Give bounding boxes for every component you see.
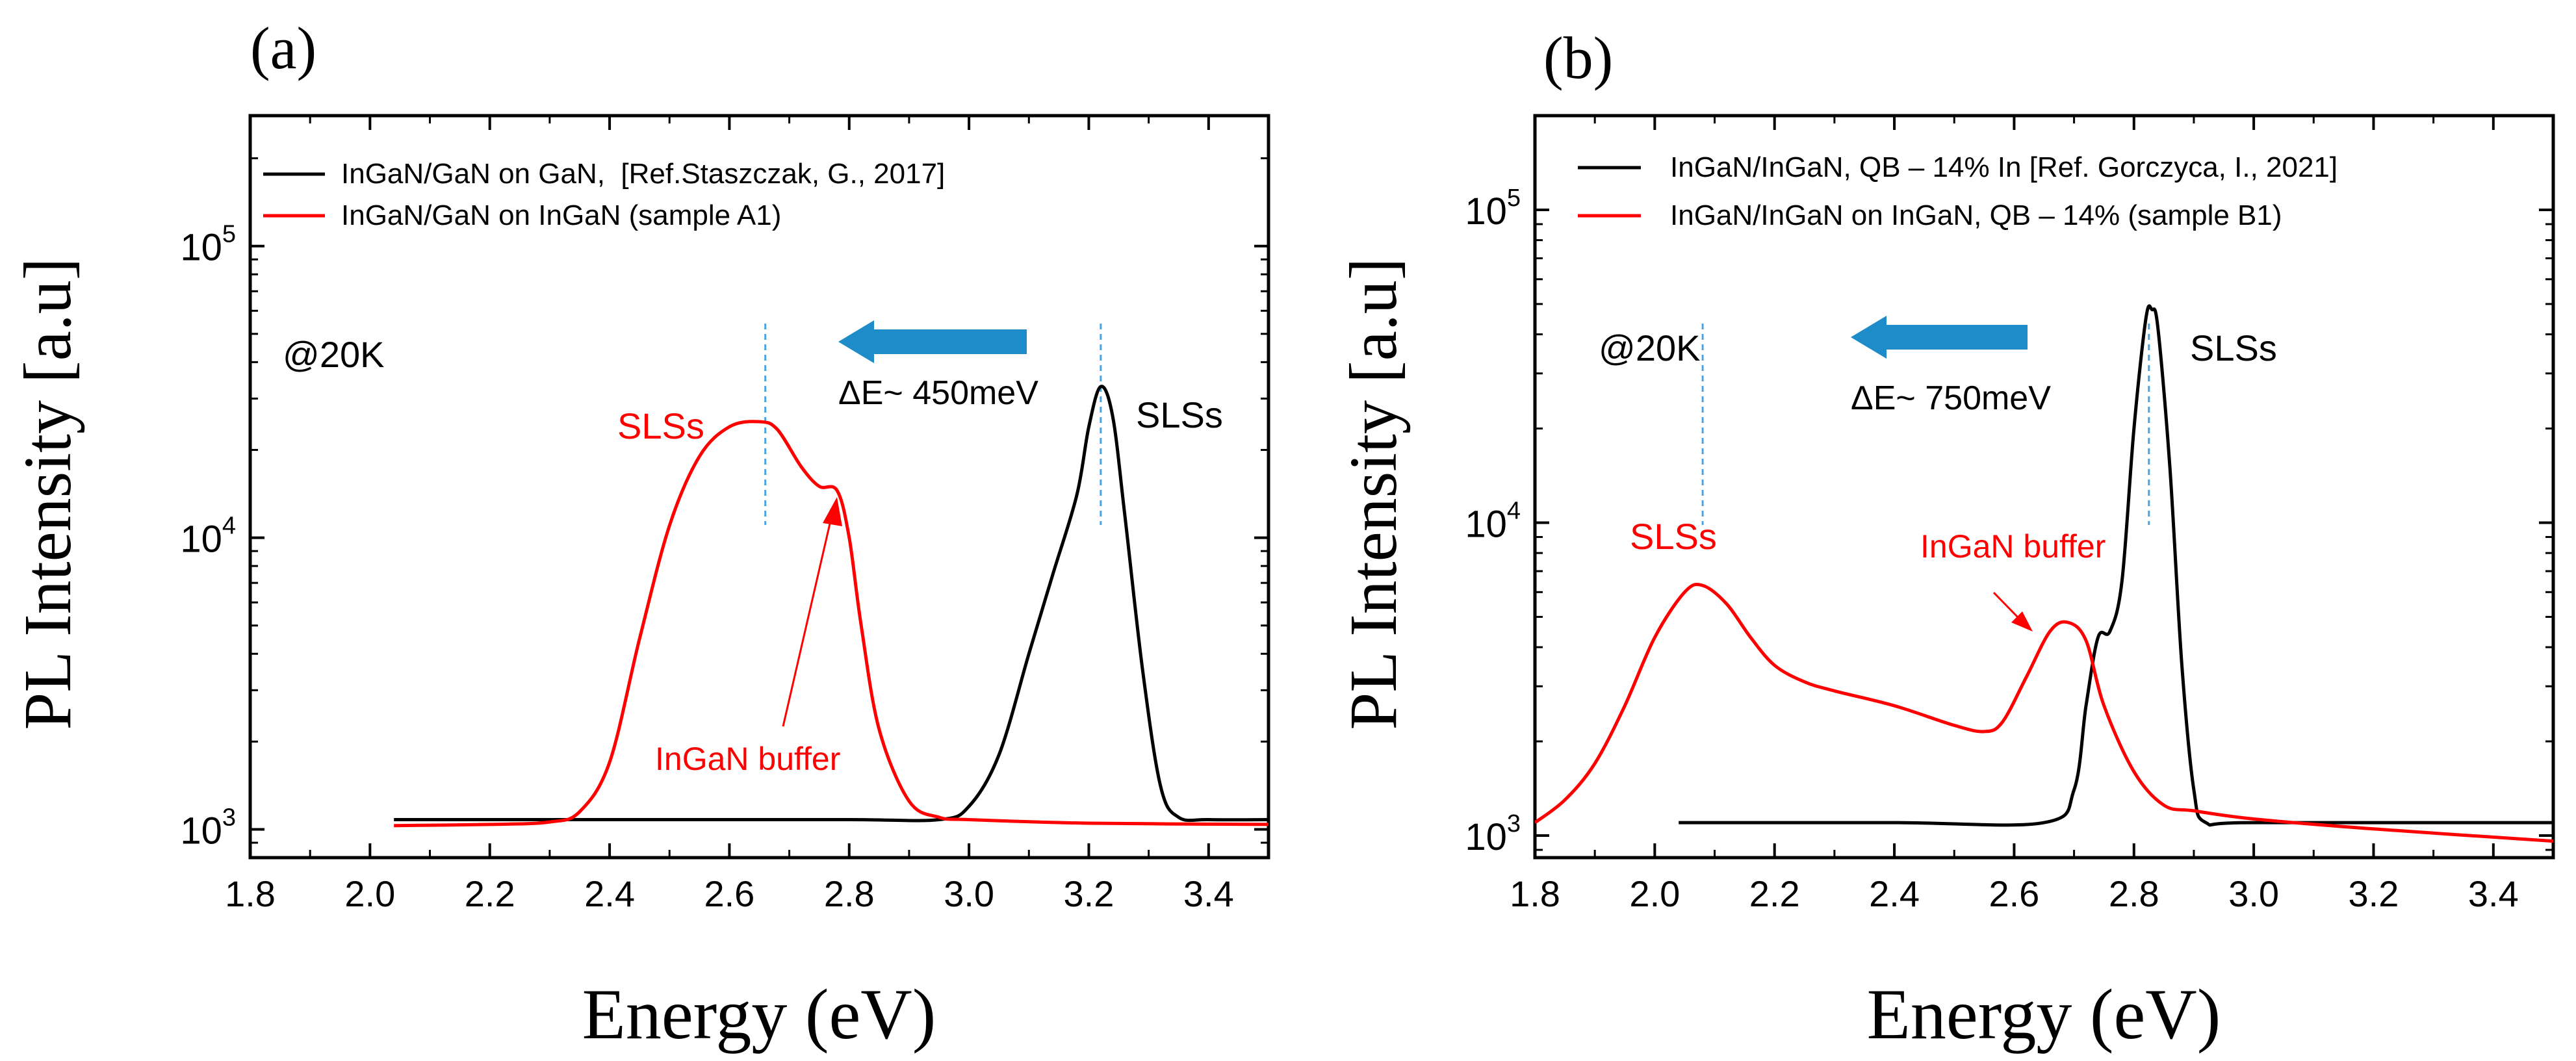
x-tick-label-a: 2.2 bbox=[465, 873, 515, 914]
chart-panel-a: (a) 1.8 2.0 2.2 2.4 2.6 2.8 3.0 3.2 3.4 103 104 105… bbox=[10, 15, 1270, 1054]
x-axis-title-b: Energy (eV) bbox=[1867, 975, 2221, 1054]
panel-label-b: (b) bbox=[1543, 25, 1613, 91]
delta-e-label-b: ΔE~ 750meV bbox=[1851, 379, 2051, 417]
shift-arrow-head-a bbox=[838, 320, 874, 363]
x-tick-label-b: 3.0 bbox=[2228, 873, 2279, 914]
x-tick-label-a: 3.0 bbox=[944, 873, 994, 914]
y-tick-label-a: 105 bbox=[180, 221, 236, 269]
shift-arrow-shaft-a bbox=[871, 329, 1027, 354]
sls-label-red-b: SLSs bbox=[1630, 516, 1717, 557]
y-tick-label-b: 104 bbox=[1465, 497, 1521, 545]
x-tick-label-a: 3.4 bbox=[1183, 873, 1234, 914]
x-tick-label-b: 3.2 bbox=[2349, 873, 2399, 914]
buffer-arrow-b bbox=[1992, 591, 2033, 632]
y-tick-label-b: 105 bbox=[1465, 185, 1521, 233]
legend-b: InGaN/InGaN, QB – 14% In [Ref. Gorczyca,… bbox=[1578, 151, 2338, 231]
temperature-label-a: @20K bbox=[283, 334, 385, 375]
panel-label-a: (a) bbox=[250, 15, 316, 81]
legend-label-black-b: InGaN/InGaN, QB – 14% In [Ref. Gorczyca,… bbox=[1670, 151, 2338, 183]
buffer-label-b: InGaN buffer bbox=[1920, 528, 2106, 565]
legend-a: InGaN/GaN on GaN, [Ref.Staszczak, G., 20… bbox=[263, 158, 945, 231]
y-axis-title-b: PL Intensity [a.u] bbox=[1336, 258, 1411, 730]
buffer-arrow-line-b bbox=[1992, 591, 2019, 619]
series-layer-a bbox=[394, 385, 1269, 828]
y-tick-label-b: 103 bbox=[1465, 810, 1521, 858]
guides-a bbox=[764, 324, 1102, 525]
y-tick-label-a: 104 bbox=[180, 513, 236, 561]
delta-e-label-a: ΔE~ 450meV bbox=[838, 374, 1038, 412]
x-tick-label-a: 2.4 bbox=[584, 873, 635, 914]
buffer-arrow-a bbox=[782, 497, 842, 727]
sls-label-black-a: SLSs bbox=[1136, 394, 1223, 435]
shift-arrow-head-b bbox=[1851, 316, 1887, 359]
shift-arrow-b bbox=[1851, 316, 2028, 359]
x-tick-label-b: 2.6 bbox=[1989, 873, 2039, 914]
temperature-label-b: @20K bbox=[1599, 327, 1701, 368]
buffer-arrow-head-b bbox=[2011, 611, 2033, 632]
x-tick-label-a: 2.0 bbox=[344, 873, 395, 914]
sls-label-black-b: SLSs bbox=[2190, 327, 2277, 368]
x-tick-label-a: 1.8 bbox=[225, 873, 276, 914]
x-tick-label-b: 2.4 bbox=[1869, 873, 1920, 914]
guides-b bbox=[1701, 324, 2150, 525]
plot-frame-a bbox=[248, 114, 1270, 860]
shift-arrow-a bbox=[838, 320, 1027, 363]
series-line-b-0 bbox=[1679, 304, 2553, 827]
y-tick-label-a: 103 bbox=[180, 804, 236, 852]
x-axis-title-a: Energy (eV) bbox=[582, 975, 936, 1054]
series-line-a-1 bbox=[394, 420, 1269, 828]
x-tick-label-b: 1.8 bbox=[1510, 873, 1560, 914]
shift-arrow-shaft-b bbox=[1883, 325, 2028, 350]
ticks-b: 1.8 2.0 2.2 2.4 2.6 2.8 3.0 3.2 3.4 103 104 105 bbox=[1465, 116, 2553, 914]
legend-label-red-b: InGaN/InGaN on InGaN, QB – 14% (sample B… bbox=[1670, 199, 2282, 231]
chart-panel-b: (b) 1.8 2.0 2.2 2.4 2.6 2.8 3.0 3.2 3.4 103 104 105… bbox=[1336, 25, 2555, 1054]
series-line-b-1 bbox=[1535, 583, 2553, 843]
y-axis-title-a: PL Intensity [a.u] bbox=[10, 258, 85, 730]
x-tick-label-b: 2.8 bbox=[2109, 873, 2159, 914]
x-tick-label-b: 2.0 bbox=[1629, 873, 1680, 914]
legend-label-black-a: InGaN/GaN on GaN, [Ref.Staszczak, G., 20… bbox=[341, 158, 945, 190]
x-tick-label-a: 3.2 bbox=[1064, 873, 1114, 914]
legend-label-red-a: InGaN/GaN on InGaN (sample A1) bbox=[341, 199, 781, 231]
plot-frame-b bbox=[1533, 114, 2555, 860]
series-layer-b bbox=[1535, 304, 2553, 843]
x-tick-label-a: 2.6 bbox=[704, 873, 754, 914]
x-tick-label-a: 2.8 bbox=[824, 873, 875, 914]
buffer-arrow-head-a bbox=[823, 497, 842, 526]
series-line-a-0 bbox=[394, 385, 1269, 823]
sls-label-red-a: SLSs bbox=[617, 405, 704, 446]
buffer-label-a: InGaN buffer bbox=[655, 741, 840, 777]
ticks-a: 1.8 2.0 2.2 2.4 2.6 2.8 3.0 3.2 3.4 103 104 105 bbox=[180, 116, 1269, 914]
x-tick-label-b: 2.2 bbox=[1749, 873, 1800, 914]
buffer-arrow-line-a bbox=[782, 515, 833, 727]
x-tick-label-b: 3.4 bbox=[2468, 873, 2519, 914]
